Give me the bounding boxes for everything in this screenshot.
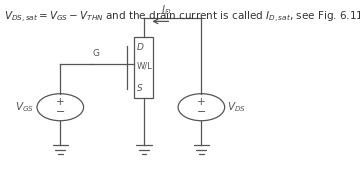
Text: D: D	[136, 43, 143, 52]
Text: −: −	[197, 107, 206, 117]
Text: $V_{DS,sat} = V_{GS} - V_{THN}$ and the drain current is called $I_{D,sat}$, see: $V_{DS,sat} = V_{GS} - V_{THN}$ and the …	[4, 10, 360, 25]
Bar	[134, 37, 153, 98]
Text: $V_{DS}$: $V_{DS}$	[228, 100, 247, 114]
Text: G: G	[93, 49, 99, 58]
Text: $V_{GS}$: $V_{GS}$	[15, 100, 34, 114]
Text: S: S	[136, 84, 142, 93]
Text: −: −	[55, 107, 65, 117]
Text: +: +	[197, 97, 206, 107]
Text: $I_D$: $I_D$	[161, 3, 171, 17]
Text: W/L: W/L	[136, 61, 152, 70]
Text: +: +	[56, 97, 64, 107]
